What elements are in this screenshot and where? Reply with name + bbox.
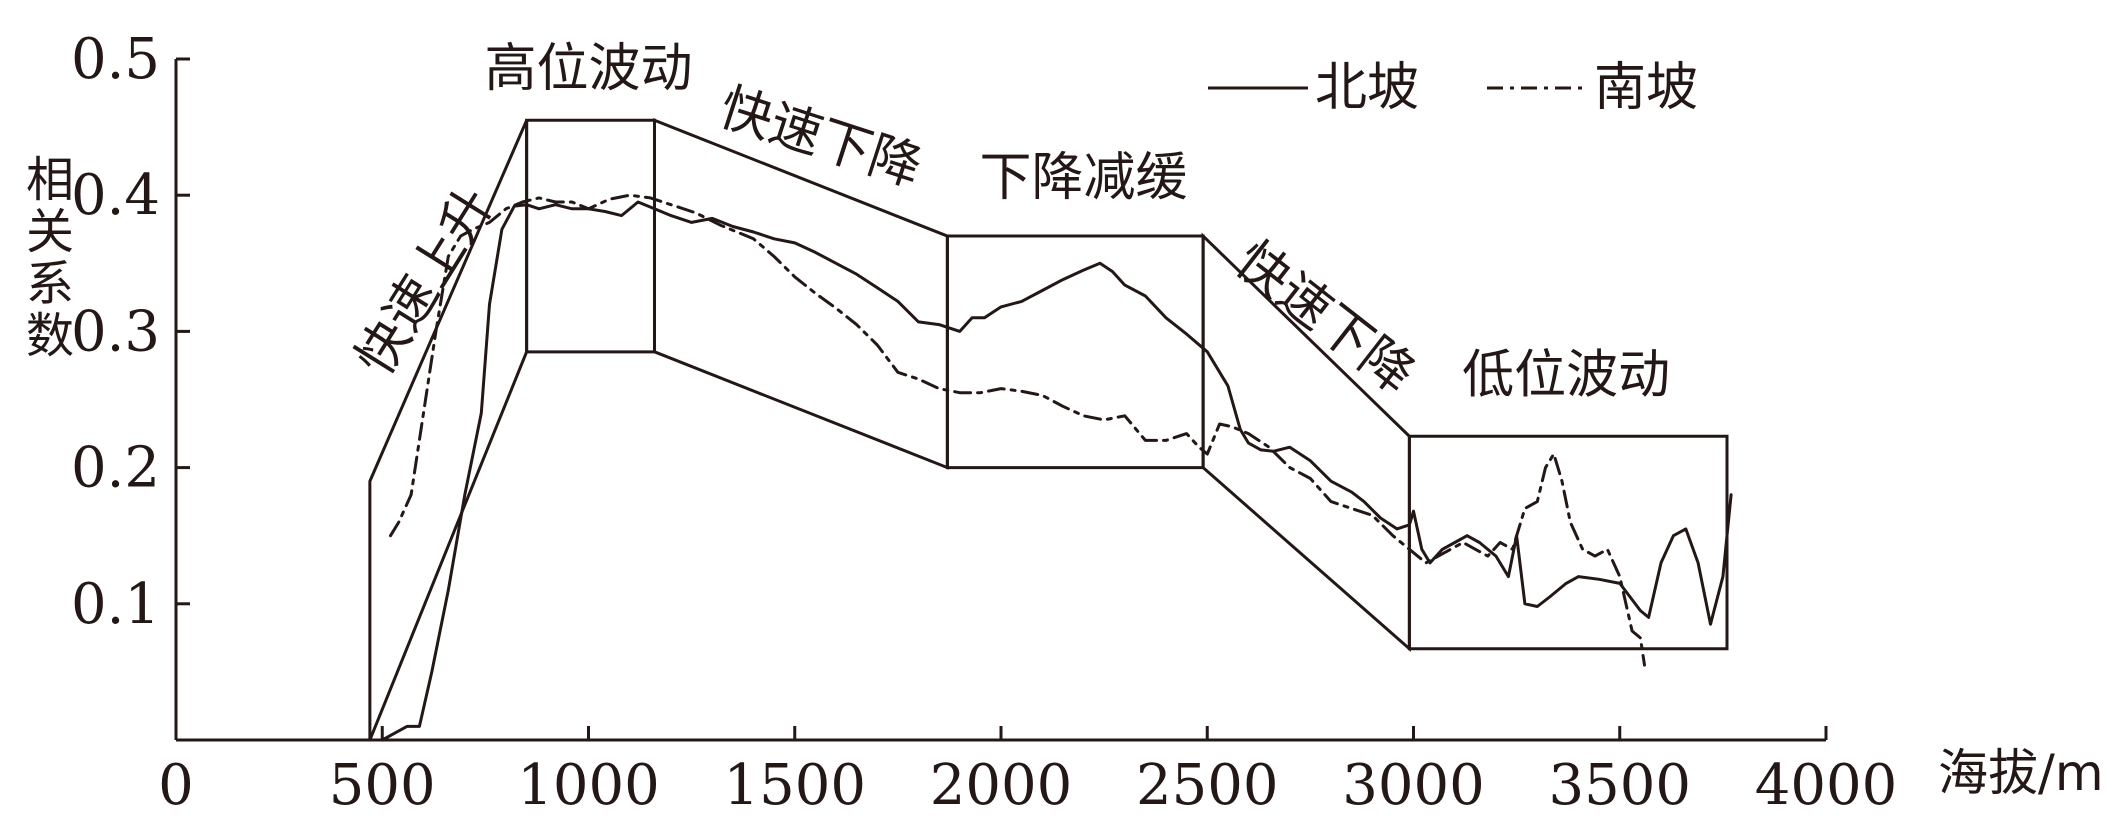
stage-box [525,118,656,354]
y-tick-label: 0.4 [71,163,160,228]
stage-annotation: 快速下降 [1225,230,1426,405]
stage-boxes [368,118,1729,741]
legend: 北坡 南坡 [1208,58,1698,118]
x-tick-label: 1500 [723,753,866,818]
x-axis-title: 海拔/m [1938,744,2104,802]
stage-annotation: 低位波动 [1462,346,1670,406]
x-tick-label: 500 [329,753,436,818]
x-tick-label: 1000 [517,753,660,818]
x-tick-label: 2500 [1136,753,1279,818]
x-tick-label: 0 [158,753,194,818]
x-tick-label: 3500 [1548,753,1691,818]
y-tick-label: 0.5 [71,27,160,92]
y-tick-label: 0.3 [71,299,160,364]
series-line-north [380,200,1733,742]
y-axis-title: 相关系数 [17,154,73,362]
series-lines [380,193,1733,742]
x-tick-label: 4000 [1755,753,1898,818]
stage-annotation: 快速下降 [712,78,928,199]
chart-text: 0 500 1000 1500 2000 2500 3000 3500 4000 0.1 0.2 0.… [17,27,2104,818]
stage-box [945,234,1205,470]
x-tick-label: 3000 [1342,753,1485,818]
axes [174,57,1828,742]
stage-box [1407,434,1729,651]
legend-label: 南坡 [1594,58,1698,118]
y-tick-label: 0.2 [71,436,160,501]
legend-label: 北坡 [1315,58,1419,118]
stage-annotation: 下降减缓 [979,148,1187,208]
y-tick-label: 0.1 [71,572,160,637]
x-tick-label: 2000 [930,753,1073,818]
stage-annotation: 高位波动 [484,39,692,99]
series-line-south [389,193,1646,667]
